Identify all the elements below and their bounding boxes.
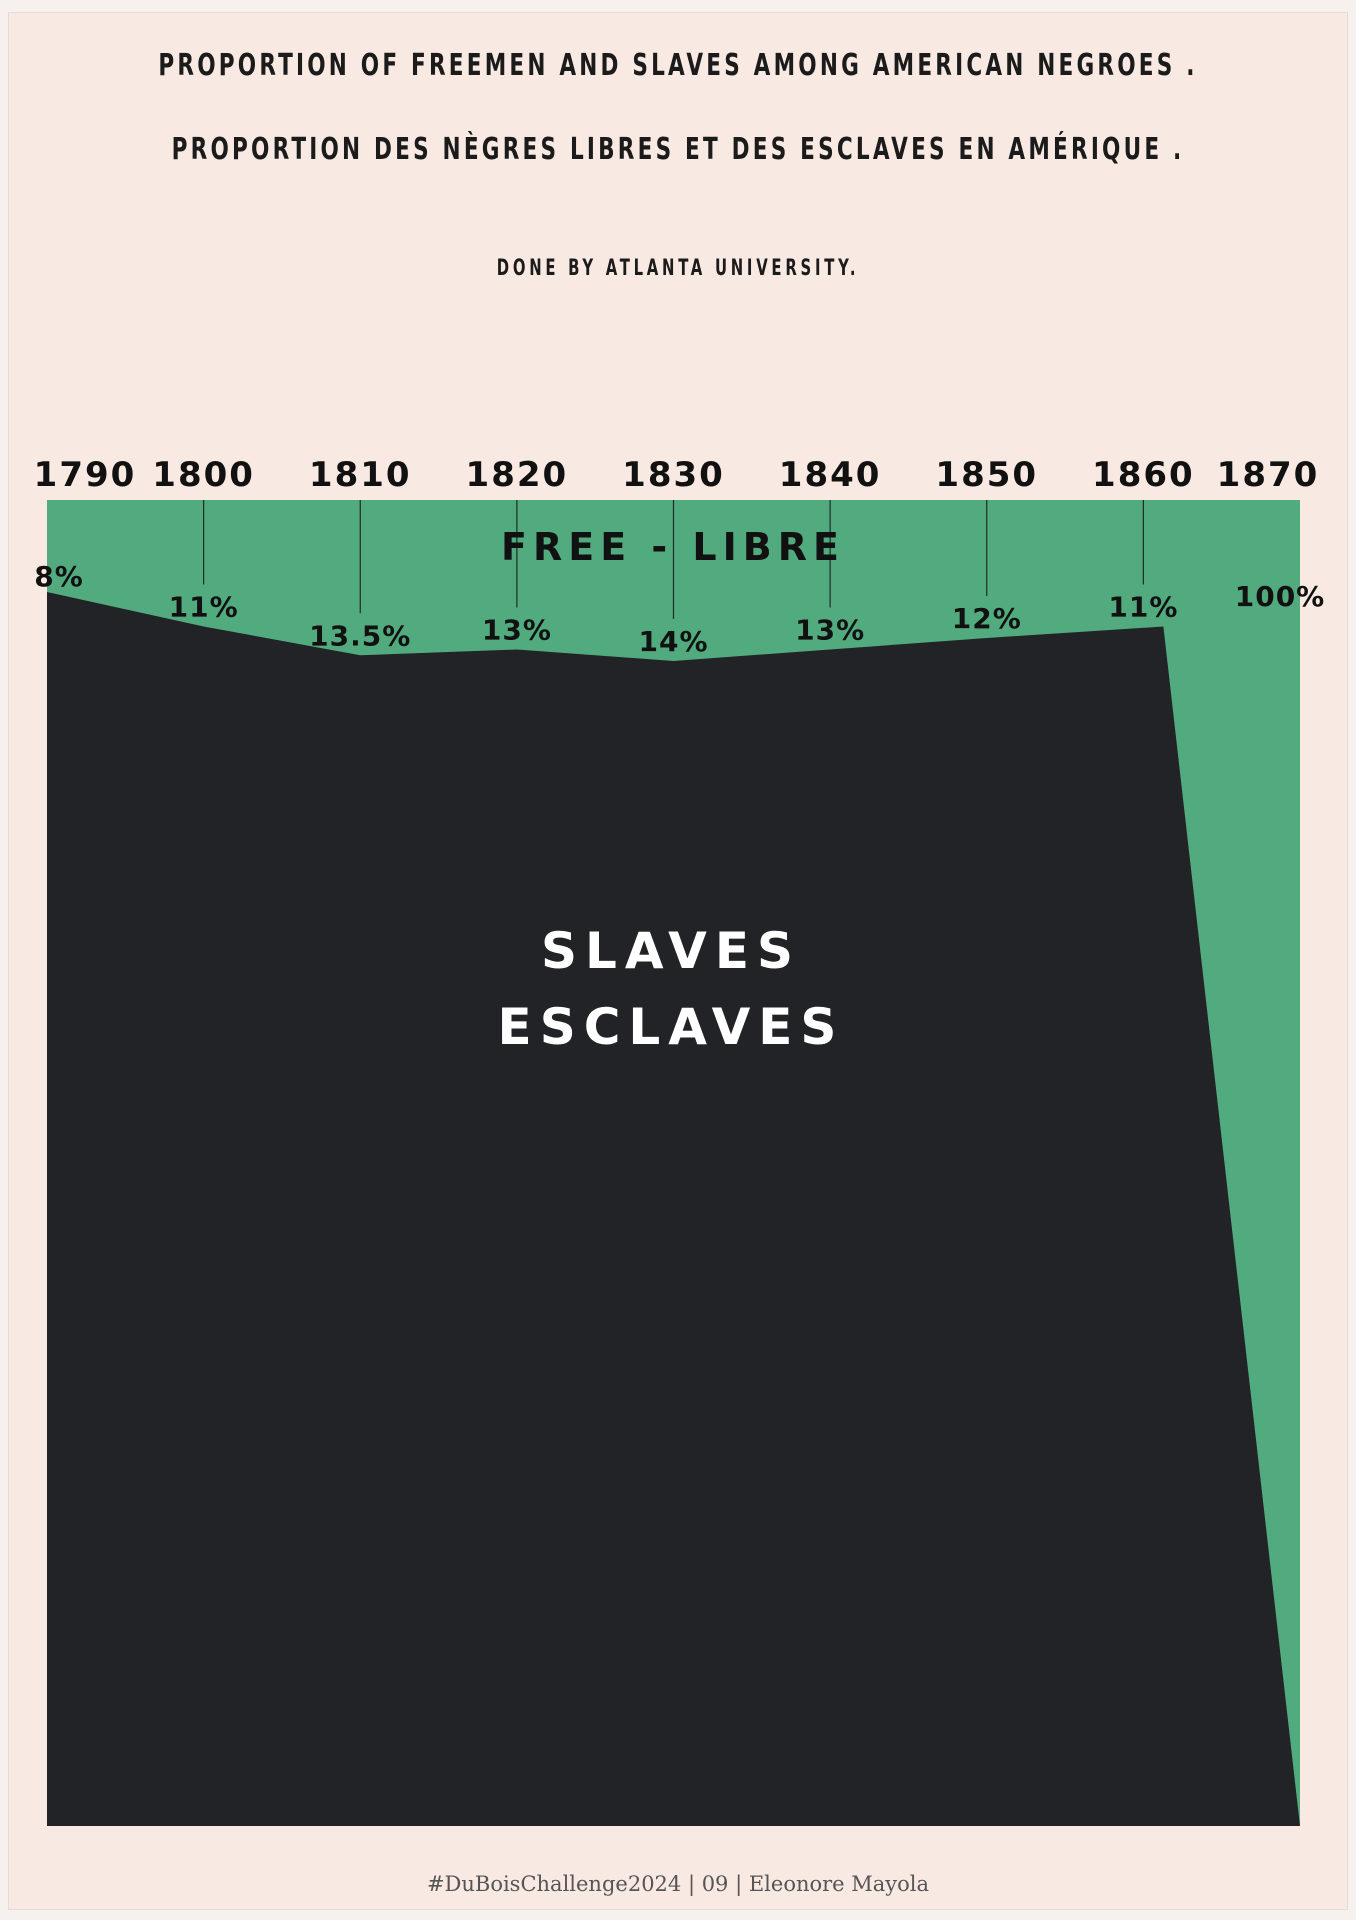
percent-label-1840: 13% — [795, 614, 865, 647]
year-label-1830: 1830 — [622, 455, 725, 495]
chart-subtitle: DONE BY ATLANTA UNIVERSITY. — [496, 256, 860, 281]
percent-data-labels: 8% 11% 13.5% 13% 14% 13% 12% 11% 100% — [34, 560, 1326, 658]
year-label-1850: 1850 — [935, 455, 1038, 495]
year-label-1800: 1800 — [152, 455, 255, 495]
percent-label-1800: 11% — [169, 591, 239, 624]
year-tick-lines — [203, 500, 1144, 619]
year-label-1790: 1790 — [34, 455, 137, 495]
year-label-1820: 1820 — [466, 455, 569, 495]
credit-caption: #DuBoisChallenge2024 | 09 | Eleonore May… — [426, 1872, 930, 1896]
slaves-area-label-french: ESCLAVES — [498, 998, 845, 1056]
percent-label-1870: 100% — [1235, 580, 1326, 613]
percent-label-1820: 13% — [482, 614, 552, 647]
percent-label-1810: 13.5% — [309, 619, 411, 652]
chart-title-french: PROPORTION DES NÈGRES LIBRES ET DES ESCL… — [171, 132, 1185, 167]
percent-label-1830: 14% — [638, 625, 708, 658]
percent-label-1860: 11% — [1108, 591, 1178, 624]
free-area-label: FREE - LIBRE — [501, 525, 845, 569]
slaves-area-label-english: SLAVES — [541, 922, 801, 980]
slaves-area — [47, 592, 1300, 1826]
year-label-1870: 1870 — [1217, 455, 1320, 495]
chart-title-english: PROPORTION OF FREEMEN AND SLAVES AMONG A… — [158, 48, 1198, 83]
year-label-1860: 1860 — [1092, 455, 1195, 495]
percent-label-1790: 8% — [34, 560, 84, 593]
year-label-1810: 1810 — [309, 455, 412, 495]
year-axis-labels: 1790 1800 1810 1820 1830 1840 1850 1860 1870 — [34, 455, 1320, 495]
year-label-1840: 1840 — [779, 455, 882, 495]
percent-label-1850: 12% — [952, 602, 1022, 635]
